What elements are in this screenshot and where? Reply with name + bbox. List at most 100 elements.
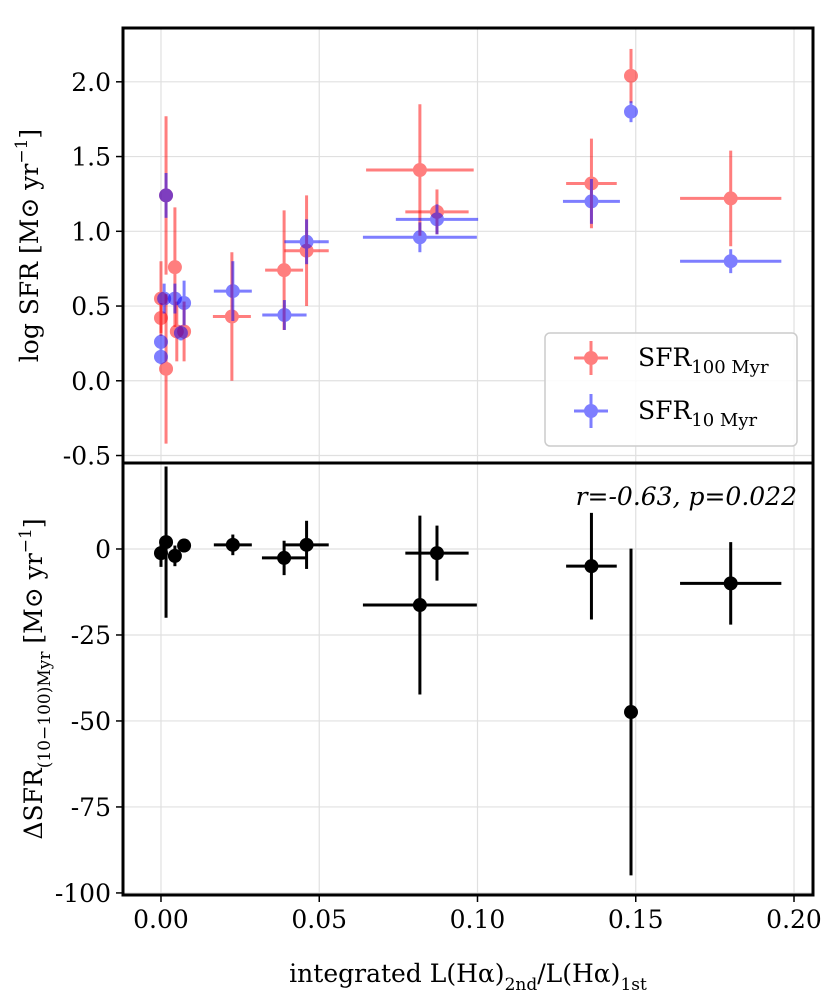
point-group [680, 249, 782, 274]
axis-label: integrated L(Hα)2nd/L(Hα)1st [289, 959, 647, 995]
point [624, 68, 639, 83]
annotation: r=-0.63, p=0.022 [576, 482, 797, 511]
axis-label: ΔSFR(10−100)Myr [M⊙ yr−1] [16, 518, 55, 839]
x-tick-label: 0.20 [766, 905, 822, 934]
point-group [362, 222, 477, 253]
point [723, 191, 738, 206]
point-group [284, 219, 329, 265]
legend-marker [574, 394, 608, 428]
y-tick-label: -25 [71, 621, 111, 650]
point [159, 361, 174, 376]
y-tick-label: -0.5 [63, 442, 111, 471]
point-group [177, 280, 192, 326]
point [584, 194, 599, 209]
plot-frame [121, 461, 815, 897]
y-tick-label: 0.5 [71, 292, 111, 321]
point [624, 104, 639, 119]
label-part: yr [15, 164, 44, 198]
point [153, 546, 168, 561]
legend-dot [584, 351, 598, 365]
axis-label: log SFR [M⊙ yr−1] [12, 129, 44, 362]
label-part: ⊙ [19, 587, 48, 608]
point [412, 598, 427, 613]
label-part: −1 [16, 528, 36, 553]
point [177, 296, 192, 311]
point [584, 559, 599, 574]
y-tick-label: -75 [71, 793, 111, 822]
point [277, 263, 292, 278]
legend-box [544, 332, 798, 447]
point [157, 291, 172, 306]
point [277, 550, 292, 565]
x-tick-label: 0.05 [291, 905, 347, 934]
point-group [562, 178, 620, 224]
point-group [680, 150, 782, 247]
legend-marker [574, 341, 608, 375]
label-part: 2nd [505, 975, 538, 995]
point [412, 163, 427, 178]
point [159, 188, 174, 203]
y-tick-label: 0 [95, 535, 111, 564]
point [167, 260, 182, 275]
point-group [395, 204, 479, 235]
point-group [213, 261, 252, 321]
point [299, 537, 314, 552]
point [167, 548, 182, 563]
point-group [624, 48, 639, 103]
point [723, 576, 738, 591]
point [173, 325, 188, 340]
point-group [159, 173, 174, 218]
point-group [173, 325, 188, 341]
y-tick-label: 1.0 [71, 217, 111, 246]
legend-label: SFR10 Myr [638, 396, 758, 431]
point [624, 705, 639, 720]
point-group [262, 300, 307, 330]
label-part: ] [19, 518, 48, 528]
point-group [624, 548, 639, 876]
point-group [362, 515, 477, 695]
y-tick-label: 0.0 [71, 367, 111, 396]
point-group [284, 520, 329, 569]
point [177, 538, 192, 553]
point [153, 349, 168, 364]
x-tick-label: 0.10 [450, 905, 506, 934]
point-group [159, 466, 174, 618]
point-group [261, 540, 307, 576]
label-part: integrated L(Hα) [289, 959, 504, 988]
legend-name: SFR [638, 396, 692, 425]
label-part: yr [19, 553, 48, 587]
point-group [680, 542, 782, 625]
point-group [366, 104, 474, 236]
legend-sub: 10 Myr [691, 410, 757, 431]
point [153, 334, 168, 349]
label-part: log SFR [M [15, 219, 44, 363]
legend-label: SFR100 Myr [638, 343, 769, 378]
point [299, 234, 314, 249]
legend-name: SFR [638, 343, 692, 372]
point-group [177, 538, 192, 553]
point-group [157, 283, 172, 314]
point-group [405, 525, 469, 581]
legend-dot [584, 404, 598, 418]
point [723, 254, 738, 269]
point-group [153, 334, 168, 350]
point-group [153, 349, 168, 365]
point [412, 230, 427, 245]
y-tick-label: -100 [55, 879, 111, 908]
legend-sub: 100 Myr [691, 357, 769, 378]
label-part: ΔSFR [19, 767, 48, 840]
label-part: /L(Hα) [537, 959, 620, 988]
x-tick-label: 0.00 [133, 905, 189, 934]
y-tick-label: -50 [71, 707, 111, 736]
point [429, 546, 444, 561]
point-group [566, 512, 617, 620]
label-part: −1 [12, 139, 32, 164]
point [225, 537, 240, 552]
label-part: (10−100)Myr [35, 651, 55, 769]
point-group [213, 534, 252, 556]
x-tick-label: 0.15 [608, 905, 664, 934]
point [429, 212, 444, 227]
label-part: ] [15, 129, 44, 139]
point [225, 284, 240, 299]
